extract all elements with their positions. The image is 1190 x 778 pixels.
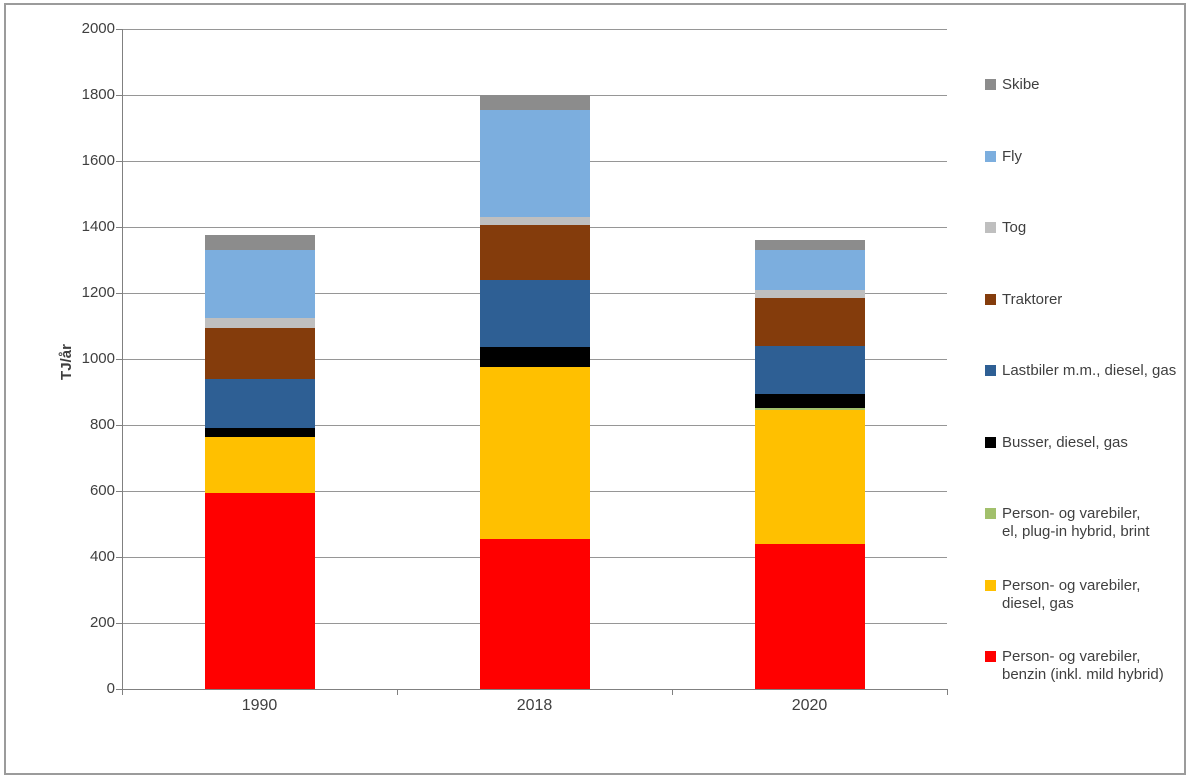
y-tick-0 bbox=[116, 688, 122, 690]
bar-segment-person-varebiler-diesel-1990 bbox=[204, 436, 315, 493]
y-tick-label-600: 600 bbox=[89, 482, 115, 499]
x-boundary-tick-2 bbox=[671, 689, 673, 695]
x-boundary-tick-1 bbox=[396, 689, 398, 695]
y-tick-1200 bbox=[116, 292, 122, 294]
y-tick-600 bbox=[116, 490, 122, 492]
legend-label-fly: Fly bbox=[1002, 147, 1022, 165]
legend-label-person-varebiler-el: Person- og varebiler, el, plug-in hybrid… bbox=[1002, 505, 1150, 540]
bar-segment-fly-2018 bbox=[479, 109, 590, 218]
x-boundary-tick-0 bbox=[121, 689, 123, 695]
y-tick-2000 bbox=[116, 28, 122, 30]
legend-item-person-varebiler-benzin: Person- og varebiler, benzin (inkl. mild… bbox=[985, 648, 1164, 684]
bar-segment-traktorer-1990 bbox=[204, 327, 315, 379]
y-tick-1800 bbox=[116, 94, 122, 96]
bar-segment-skibe-1990 bbox=[204, 235, 315, 251]
legend-marker-person-varebiler-benzin bbox=[985, 651, 996, 662]
bar-segment-person-varebiler-el-2020 bbox=[754, 407, 865, 411]
legend-label-busser: Busser, diesel, gas bbox=[1002, 433, 1128, 451]
bar-segment-tog-2020 bbox=[754, 289, 865, 298]
legend-label-traktorer: Traktorer bbox=[1002, 290, 1063, 308]
bar-segment-lastbiler-2020 bbox=[754, 345, 865, 394]
legend-item-tog: Tog bbox=[985, 219, 1026, 237]
bar-segment-tog-2018 bbox=[479, 217, 590, 226]
legend-item-traktorer: Traktorer bbox=[985, 291, 1062, 309]
legend-label-lastbiler: Lastbiler m.m., diesel, gas bbox=[1002, 362, 1177, 379]
legend-item-person-varebiler-el: Person- og varebiler, el, plug-in hybrid… bbox=[985, 505, 1150, 541]
legend-marker-fly bbox=[985, 150, 996, 162]
legend-label-tog: Tog bbox=[1002, 219, 1027, 236]
legend-marker-skibe bbox=[985, 79, 996, 90]
bar-segment-traktorer-2020 bbox=[754, 297, 865, 346]
y-tick-label-2000: 2000 bbox=[81, 20, 115, 37]
x-axis bbox=[122, 688, 947, 690]
y-tick-label-1400: 1400 bbox=[81, 218, 115, 235]
legend-marker-person-varebiler-el bbox=[985, 508, 996, 519]
bar-segment-person-varebiler-benzin-2018 bbox=[479, 538, 590, 689]
legend-label-person-varebiler-diesel: Person- og varebiler, diesel, gas bbox=[1002, 576, 1141, 612]
bar-segment-traktorer-2018 bbox=[479, 225, 590, 280]
legend-label-person-varebiler-benzin: Person- og varebiler, benzin (inkl. mild… bbox=[1002, 648, 1164, 683]
x-category-label-2020: 2020 bbox=[791, 697, 828, 714]
legend-item-fly: Fly bbox=[985, 148, 1022, 166]
legend-item-skibe: Skibe bbox=[985, 76, 1040, 94]
y-axis bbox=[122, 29, 123, 689]
bar-segment-tog-1990 bbox=[204, 317, 315, 328]
bar-segment-fly-1990 bbox=[204, 250, 315, 318]
legend-item-busser: Busser, diesel, gas bbox=[985, 434, 1128, 452]
y-tick-label-1800: 1800 bbox=[81, 86, 115, 103]
bar-segment-busser-1990 bbox=[204, 428, 315, 437]
legend-marker-busser bbox=[985, 436, 996, 448]
y-tick-1600 bbox=[116, 160, 122, 162]
bar-segment-lastbiler-2018 bbox=[479, 279, 590, 348]
y-tick-200 bbox=[116, 622, 122, 624]
y-tick-1000 bbox=[116, 358, 122, 360]
bar-segment-skibe-2020 bbox=[754, 240, 865, 251]
y-tick-label-800: 800 bbox=[89, 416, 115, 433]
y-tick-label-1200: 1200 bbox=[81, 284, 115, 301]
y-tick-label-0: 0 bbox=[106, 680, 115, 697]
legend-marker-person-varebiler-diesel bbox=[985, 579, 996, 591]
bar-segment-busser-2018 bbox=[479, 347, 590, 368]
legend-marker-traktorer bbox=[985, 293, 996, 305]
gridline-2000 bbox=[122, 28, 947, 30]
legend-item-person-varebiler-diesel: Person- og varebiler, diesel, gas bbox=[985, 577, 1140, 613]
y-tick-400 bbox=[116, 556, 122, 558]
y-tick-1400 bbox=[116, 226, 122, 228]
x-category-label-2018: 2018 bbox=[516, 697, 553, 714]
y-tick-label-1000: 1000 bbox=[81, 350, 115, 367]
chart-border bbox=[4, 3, 1186, 775]
legend-marker-tog bbox=[985, 222, 996, 233]
y-tick-label-400: 400 bbox=[89, 548, 115, 565]
y-tick-label-1600: 1600 bbox=[81, 152, 115, 169]
x-boundary-tick-3 bbox=[946, 689, 948, 695]
bar-segment-fly-2020 bbox=[754, 250, 865, 290]
legend-item-lastbiler: Lastbiler m.m., diesel, gas bbox=[985, 362, 1176, 380]
bar-segment-busser-2020 bbox=[754, 393, 865, 408]
bar-segment-person-varebiler-benzin-2020 bbox=[754, 543, 865, 689]
bar-segment-lastbiler-1990 bbox=[204, 378, 315, 429]
x-category-label-1990: 1990 bbox=[241, 697, 278, 714]
bar-segment-person-varebiler-benzin-1990 bbox=[204, 492, 315, 689]
bar-segment-person-varebiler-diesel-2020 bbox=[754, 410, 865, 544]
legend-marker-lastbiler bbox=[985, 365, 996, 376]
y-tick-label-200: 200 bbox=[89, 614, 115, 631]
y-tick-800 bbox=[116, 424, 122, 426]
legend-label-skibe: Skibe bbox=[1002, 76, 1040, 93]
bar-segment-skibe-2018 bbox=[479, 95, 590, 110]
bar-segment-person-varebiler-diesel-2018 bbox=[479, 367, 590, 539]
